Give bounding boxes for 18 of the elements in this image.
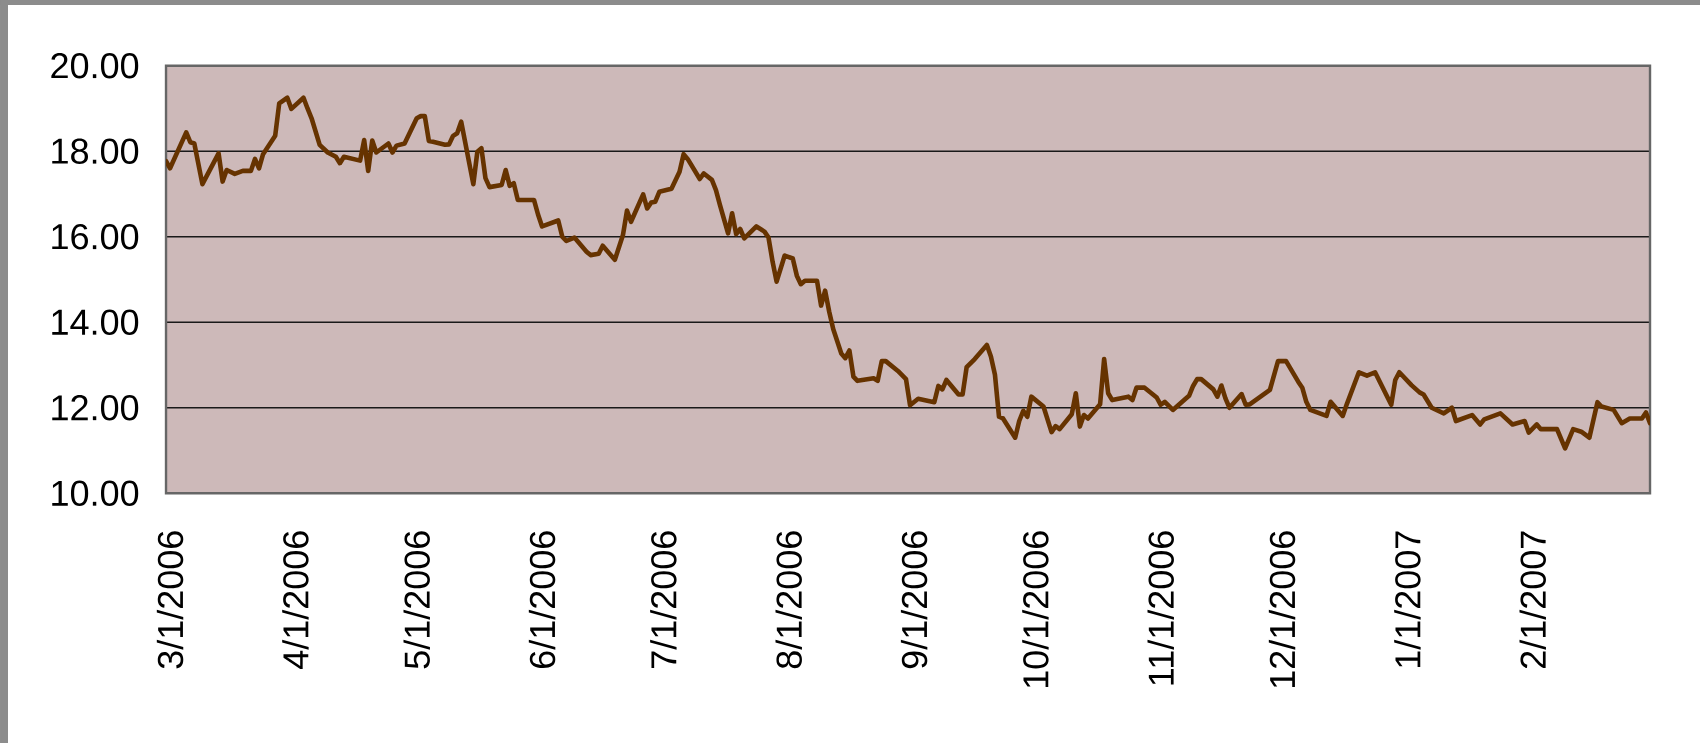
x-tick-label: 3/1/2006 <box>156 531 184 669</box>
x-tick-label: 10/1/2006 <box>1022 531 1049 688</box>
x-tick-label: 7/1/2006 <box>650 531 677 668</box>
y-tick-label: 10.00 <box>52 480 139 507</box>
x-tick-label: 5/1/2006 <box>403 531 430 669</box>
x-tick-label: 11/1/2006 <box>1147 531 1174 685</box>
x-tick-label: 9/1/2006 <box>900 531 928 669</box>
y-tick-label: 20.00 <box>51 52 139 79</box>
x-tick-label: 6/1/2006 <box>528 531 556 668</box>
y-tick-label: 18.00 <box>52 138 139 164</box>
x-tick-label: 12/1/2006 <box>1268 531 1296 688</box>
y-tick-label: 16.00 <box>52 223 139 250</box>
x-tick-label: 4/1/2006 <box>282 531 309 669</box>
y-tick-label: 14.00 <box>52 309 139 335</box>
x-tick-label: 8/1/2006 <box>775 531 802 669</box>
x-tick-label: 2/1/2007 <box>1519 531 1546 668</box>
x-tick-label: 1/1/2007 <box>1394 531 1421 668</box>
y-tick-label: 12.00 <box>52 395 139 421</box>
